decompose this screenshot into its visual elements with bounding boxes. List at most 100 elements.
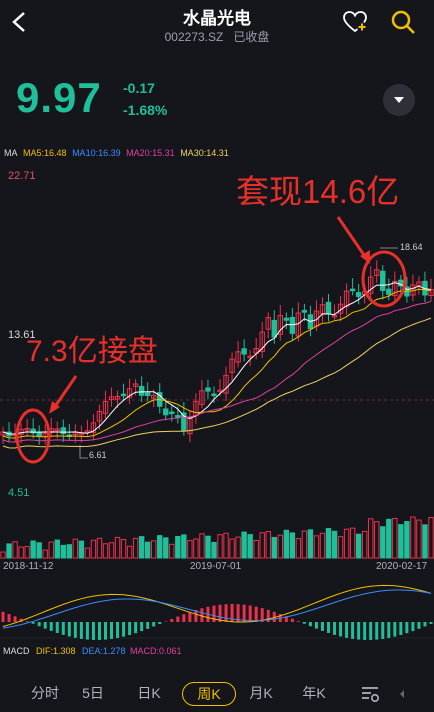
candle xyxy=(392,280,398,297)
candle xyxy=(102,400,109,414)
volume-bar xyxy=(108,542,115,559)
macd-bar xyxy=(429,622,433,624)
chart-labels: 22.71 13.61 4.51 18.64 6.61 2018-11-12 2… xyxy=(3,170,428,656)
volume-bar xyxy=(78,540,85,559)
macd-bar xyxy=(308,622,312,627)
tab-weekly[interactable]: 周K xyxy=(182,682,236,706)
candle xyxy=(289,316,296,334)
volume-bar xyxy=(343,528,350,559)
candle xyxy=(144,392,151,397)
header: 水晶光电 002273.SZ 已收盘 xyxy=(0,0,434,50)
add-favorite-heart-icon[interactable] xyxy=(342,9,368,35)
volume-bar xyxy=(265,531,271,559)
candle xyxy=(199,390,205,405)
volume-bars xyxy=(0,516,434,559)
macd-bar xyxy=(37,622,41,627)
volume-bar xyxy=(36,542,42,559)
volume-bar xyxy=(211,541,217,559)
candle xyxy=(241,348,247,355)
annotation-cashout: 套现14.6亿 xyxy=(236,173,399,210)
macd-bar xyxy=(194,610,198,622)
candle xyxy=(380,270,386,292)
volume-bar xyxy=(144,541,151,559)
tab-intraday[interactable]: 分时 xyxy=(31,685,59,701)
volume-bar xyxy=(175,536,181,559)
macd-bar xyxy=(266,609,270,622)
tab-yearly[interactable]: 年K xyxy=(302,685,326,701)
volume-bar xyxy=(48,541,54,559)
candle xyxy=(235,351,241,363)
candlestick-chart[interactable]: 22.71 13.61 4.51 18.64 6.61 2018-11-12 2… xyxy=(0,160,434,680)
tab-monthly[interactable]: 月K xyxy=(249,685,273,701)
volume-bar xyxy=(12,541,18,559)
candle xyxy=(30,428,36,434)
expand-quote-button[interactable] xyxy=(383,84,415,116)
macd-bar xyxy=(43,622,47,629)
macd-bar xyxy=(67,622,71,637)
volume-bar xyxy=(241,531,247,559)
stock-code: 002273.SZ xyxy=(164,30,224,44)
volume-bar xyxy=(181,534,187,559)
volume-bar xyxy=(0,551,6,559)
back-arrow-icon[interactable] xyxy=(8,10,32,34)
scroll-left-icon[interactable] xyxy=(398,689,406,699)
candle xyxy=(259,331,265,352)
macd-bar xyxy=(423,622,427,627)
macd-bar xyxy=(85,622,89,640)
candle xyxy=(114,395,121,400)
candle xyxy=(301,309,308,313)
candle xyxy=(175,415,181,418)
volume-bar xyxy=(199,533,205,559)
candle xyxy=(169,411,175,415)
volume-bar xyxy=(247,534,253,559)
macd-bar xyxy=(272,611,276,622)
macd-bar xyxy=(302,622,306,624)
ma10-value: MA10:16.39 xyxy=(72,148,121,158)
macd-bar xyxy=(49,622,53,631)
volume-bar xyxy=(169,543,175,559)
chart-grid xyxy=(0,399,434,639)
price-change-percent: -1.68% xyxy=(123,102,168,118)
candle xyxy=(398,279,404,287)
macd-bar xyxy=(116,622,120,638)
tab-daily[interactable]: 日K xyxy=(137,685,161,701)
stock-name: 水晶光电 xyxy=(183,9,251,28)
volume-bar xyxy=(96,537,103,559)
volume-bar xyxy=(349,527,356,559)
macd-bar xyxy=(417,622,421,629)
search-icon[interactable] xyxy=(390,9,416,35)
macd-bar xyxy=(176,616,180,622)
candle xyxy=(271,319,277,338)
macd-bar xyxy=(128,622,132,636)
macd-bar xyxy=(7,614,11,622)
ma-legend: MA MA5:16.48 MA10:16.39 MA20:15.31 MA30:… xyxy=(4,148,232,158)
volume-bar xyxy=(66,544,73,559)
macd-bar xyxy=(387,622,391,638)
macd-bar xyxy=(242,604,246,622)
tab-5day[interactable]: 5日 xyxy=(82,685,104,701)
ma-line xyxy=(2,317,432,449)
volume-bar xyxy=(235,536,241,559)
chart-settings-icon[interactable] xyxy=(360,684,380,704)
macd-bar xyxy=(411,622,415,632)
macd-bar xyxy=(296,621,300,622)
volume-bar xyxy=(301,530,308,559)
low-label: 6.61 xyxy=(89,450,107,460)
macd-bar xyxy=(188,612,192,622)
candle xyxy=(132,383,139,387)
volume-bar xyxy=(307,529,314,559)
candle xyxy=(151,394,157,399)
volume-bar xyxy=(126,545,133,559)
macd-bar xyxy=(146,622,150,629)
macd-bar xyxy=(260,608,264,622)
candle xyxy=(368,276,374,294)
macd-bar xyxy=(224,604,228,622)
volume-bar xyxy=(163,537,169,559)
macd-bar xyxy=(236,604,240,622)
macd-bar xyxy=(164,621,168,622)
volume-bar xyxy=(24,546,30,559)
volume-bar xyxy=(229,538,235,559)
macd-bar xyxy=(381,622,385,639)
candle xyxy=(217,389,223,393)
candle xyxy=(126,388,133,398)
